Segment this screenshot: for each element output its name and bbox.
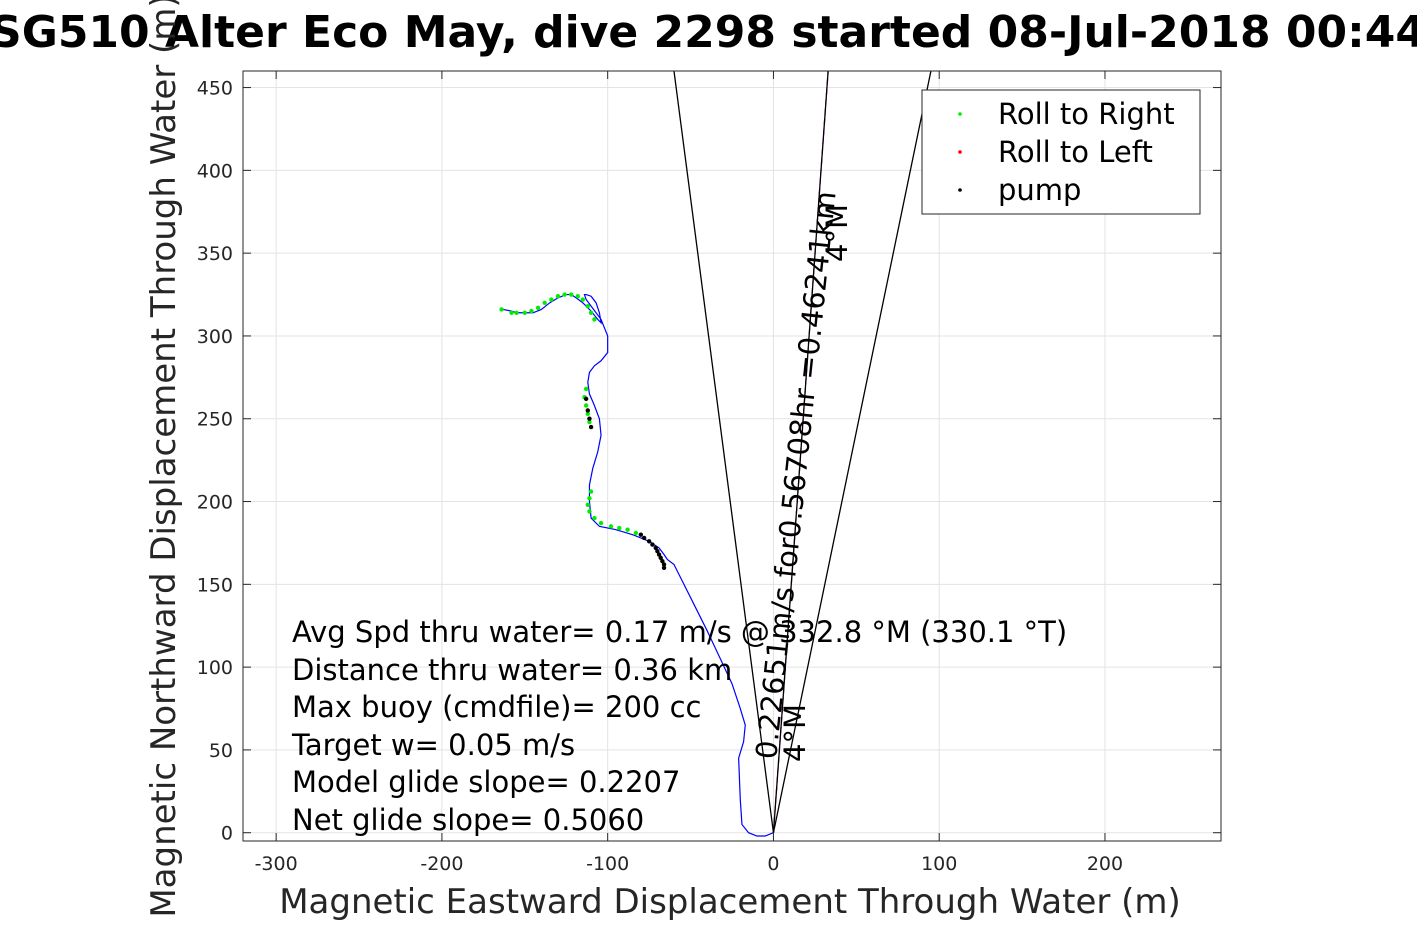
legend-label-roll-to-left: Roll to Left (998, 135, 1153, 169)
reference-line-6 (772, 71, 829, 833)
roll-to-right-point (587, 496, 592, 501)
x-tick-label: 0 (767, 853, 779, 875)
roll-to-right-point (569, 292, 574, 297)
legend-marker-roll-to-left (958, 150, 962, 154)
annotation-line-4: Target w= 0.05 m/s (291, 728, 575, 762)
legend-marker-roll-to-right (958, 112, 962, 116)
legend-marker-pump (958, 188, 962, 192)
roll-to-right-point (587, 509, 592, 514)
y-tick-label: 150 (197, 574, 233, 596)
x-axis-label: Magnetic Eastward Displacement Through W… (279, 882, 1181, 922)
y-tick-label: 450 (197, 78, 233, 100)
roll-to-right-point (617, 525, 622, 531)
annotation-line-1: Avg Spd thru water= 0.17 m/s @ 332.8 °M … (292, 615, 1067, 649)
roll-to-right-point (549, 297, 554, 302)
roll-to-right-point (625, 527, 630, 532)
roll-to-right-point (583, 403, 589, 408)
pump-point (641, 535, 647, 541)
roll-to-right-point (585, 411, 590, 416)
series-layer (499, 71, 932, 837)
pump-point (646, 539, 652, 544)
pump-point (585, 408, 590, 413)
annotation-line-2: Distance thru water= 0.36 km (292, 653, 732, 687)
x-tick-label: 200 (1087, 853, 1123, 875)
x-tick-label: -100 (586, 853, 629, 875)
y-tick-label: 50 (209, 740, 233, 762)
x-tick-label: -200 (420, 853, 463, 875)
roll-to-right-point (585, 303, 590, 309)
glider-track-line (503, 293, 774, 837)
y-tick-label: 0 (221, 823, 233, 845)
x-tick-label: 100 (921, 853, 957, 875)
pump-point (653, 545, 658, 551)
roll-to-right-point (575, 294, 581, 299)
annotation-line-6: Net glide slope= 0.5060 (292, 803, 644, 837)
pump-point (655, 549, 660, 554)
roll-to-right-point (585, 502, 590, 508)
pump-point (660, 558, 665, 564)
x-tick-label: -300 (255, 853, 298, 875)
roll-to-right-point (499, 307, 504, 312)
pump-point (658, 555, 663, 561)
roll-to-right-point (514, 310, 519, 315)
pump-point (661, 565, 667, 570)
pump-point (650, 542, 655, 547)
roll-to-right-point (562, 292, 567, 297)
roll-to-right-point (555, 294, 561, 299)
pump-point (638, 532, 644, 537)
roll-to-right-point (535, 305, 541, 310)
roll-to-right-point (608, 524, 614, 529)
roll-to-right-point (592, 515, 597, 521)
reference-line-4 (772, 71, 932, 833)
y-tick-label: 100 (197, 657, 233, 679)
pump-point (583, 396, 589, 402)
heading-label-top: 4°M (820, 204, 854, 262)
legend-box (921, 89, 1201, 215)
roll-to-right-point (588, 489, 594, 494)
roll-to-right-point (633, 530, 639, 536)
roll-to-right-point (588, 310, 594, 315)
y-tick-label: 200 (197, 492, 233, 514)
roll-to-right-point (587, 419, 592, 425)
reference-line-3 (673, 71, 775, 833)
legend-label-roll-to-right: Roll to Right (998, 97, 1175, 131)
annotation-line-3: Max buoy (cmdfile)= 200 cc (292, 690, 701, 724)
roll-to-right-point (580, 297, 586, 302)
legend: Roll to Right Roll to Left pump (921, 89, 1201, 215)
y-axis-label: Magnetic Northward Displacement Through … (144, 0, 184, 918)
pump-point (587, 416, 592, 421)
chart-title: SG510 Alter Eco May, dive 2298 started 0… (0, 7, 1417, 58)
legend-label-pump: pump (998, 173, 1081, 207)
roll-to-right-point (592, 317, 597, 322)
heading-label-bottom: 4°M (778, 704, 812, 762)
y-tick-label: 350 (197, 243, 233, 265)
y-tick-label: 400 (197, 160, 233, 182)
roll-to-right-point (598, 520, 604, 526)
roll-to-right-point (522, 310, 527, 315)
grid (243, 71, 1221, 841)
roll-to-right-point (529, 308, 534, 314)
roll-to-right-point (509, 310, 514, 315)
roll-to-right-point (542, 300, 547, 306)
y-tick-label: 300 (197, 326, 233, 348)
pump-point (588, 424, 594, 430)
pump-point (661, 562, 667, 567)
annotation-line-5: Model glide slope= 0.2207 (292, 765, 680, 799)
plot-frame (242, 70, 1222, 842)
roll-to-right-point (583, 386, 589, 392)
pump-point (656, 552, 662, 557)
y-tick-label: 250 (197, 409, 233, 431)
